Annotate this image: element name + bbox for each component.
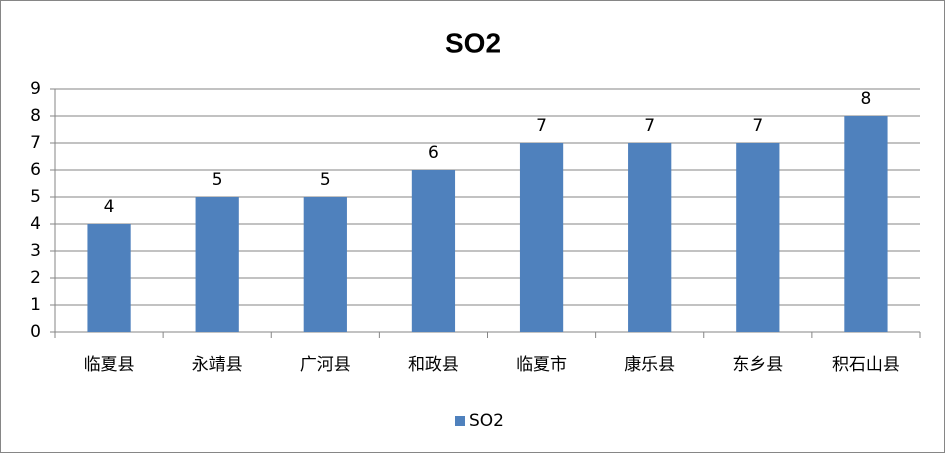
data-label: 6 [428,143,439,163]
y-tick-label: 7 [30,133,41,153]
bar [303,197,347,332]
bar [628,143,672,332]
data-label: 7 [644,116,655,136]
data-label: 5 [212,170,223,190]
x-tick-label: 广河县 [300,355,351,375]
bar [844,116,888,332]
x-tick-label: 东乡县 [732,355,783,375]
y-tick-label: 4 [30,214,41,234]
bar [519,143,564,332]
data-label: 7 [536,116,547,136]
y-tick-label: 3 [30,241,41,261]
bar [195,197,239,332]
legend-label: SO2 [469,411,504,431]
data-label: 4 [104,197,115,217]
y-tick-label: 2 [30,268,41,288]
x-tick-label: 永靖县 [192,355,243,375]
y-tick-label: 8 [30,106,41,126]
x-tick-label: 临夏市 [516,355,567,375]
y-tick-label: 9 [30,79,41,99]
data-label: 7 [752,116,763,136]
data-label: 5 [320,170,331,190]
chart-title: SO2 [445,27,501,58]
bar [87,224,131,332]
x-tick-label: 积石山县 [832,355,900,375]
bar [411,170,456,332]
bar [736,143,780,332]
y-tick-label: 1 [30,295,41,315]
legend-swatch [455,416,465,426]
y-tick-label: 0 [30,322,41,342]
x-tick-label: 临夏县 [84,355,135,375]
y-tick-label: 5 [30,187,41,207]
y-tick-label: 6 [30,160,41,180]
data-label: 8 [861,89,872,109]
x-tick-label: 康乐县 [624,355,675,375]
x-tick-label: 和政县 [408,355,459,375]
